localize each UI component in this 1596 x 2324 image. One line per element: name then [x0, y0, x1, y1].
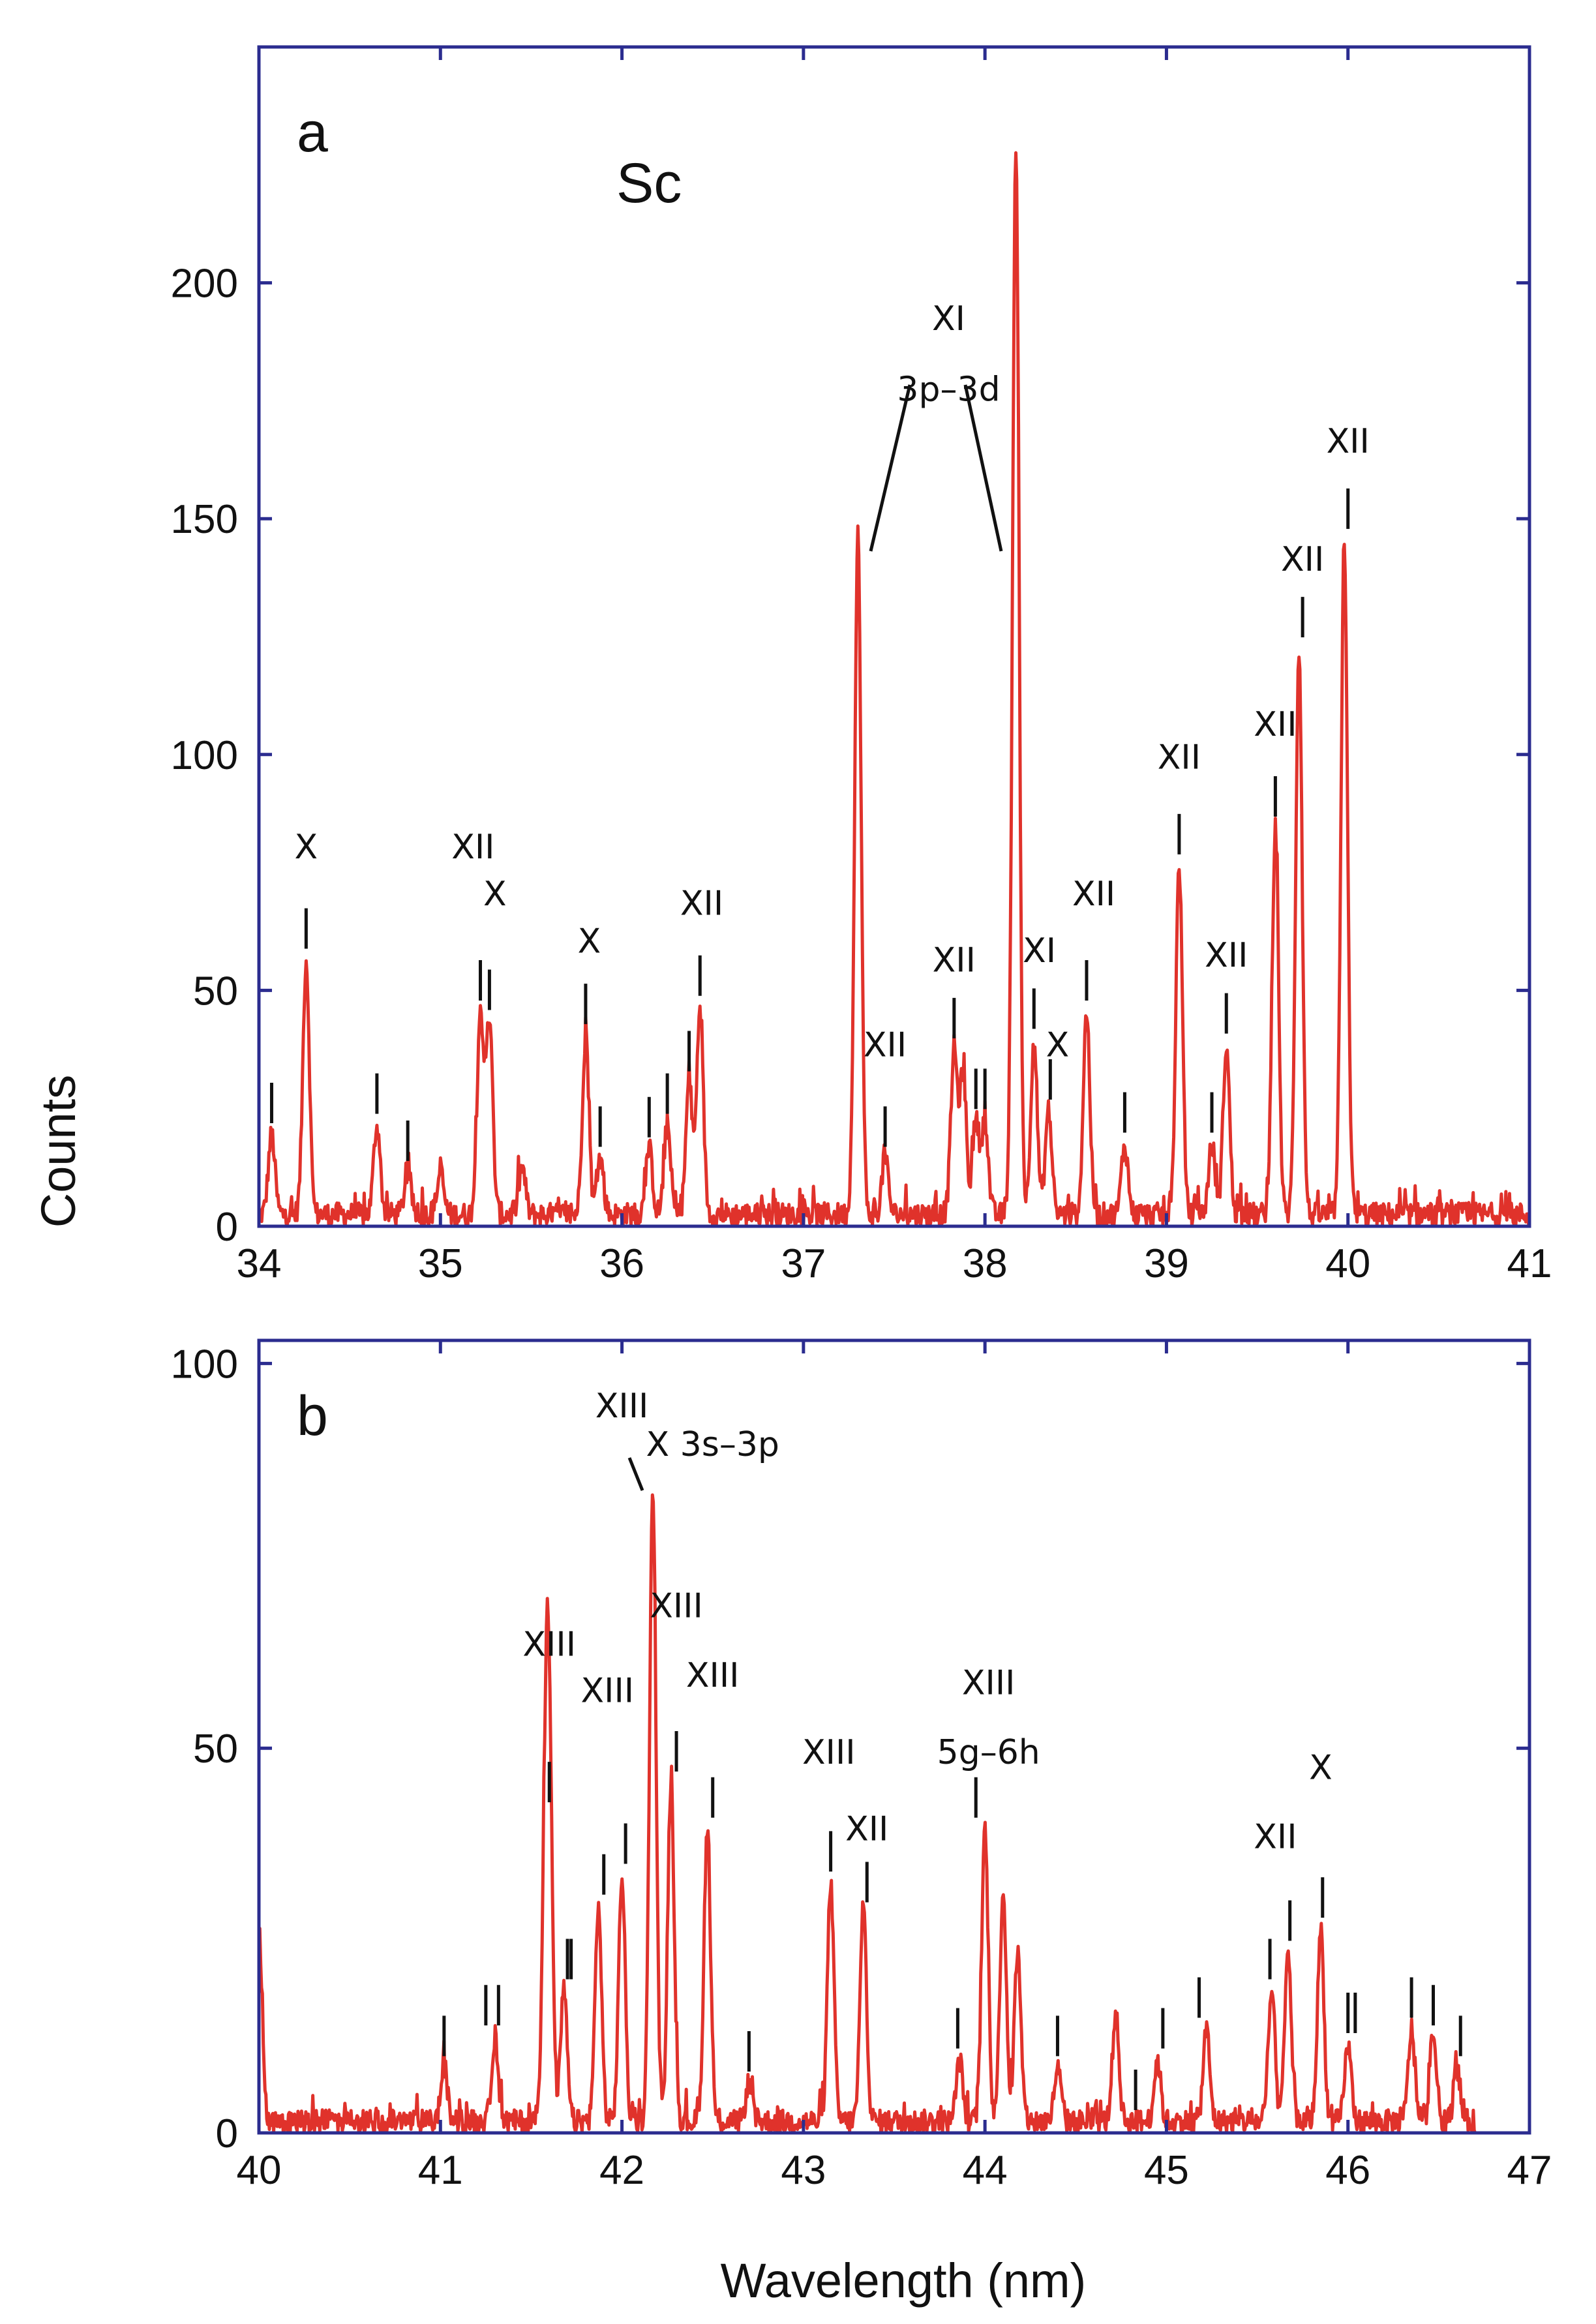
panel-a-letter: a — [297, 101, 328, 164]
annotation-a-14: XII — [1254, 705, 1297, 744]
x-tick-label-a-2: 36 — [599, 1241, 644, 1286]
annotation-a-1: XII — [451, 828, 494, 867]
x-tick-label-b-3: 43 — [781, 2148, 826, 2193]
x-tick-label-b-5: 45 — [1144, 2148, 1189, 2193]
y-tick-label-a-4: 200 — [171, 262, 238, 307]
annotation-b-3: XIII — [580, 1671, 634, 1710]
annotation-b-9: 5g–6h — [937, 1733, 1040, 1772]
annotation-b-6: XIII — [802, 1733, 856, 1772]
spectrum-line-b — [257, 1493, 1477, 2135]
xi-leader-right — [963, 384, 1003, 552]
x-tick-label-b-1: 41 — [418, 2148, 463, 2193]
x-tick-label-a-5: 39 — [1144, 1241, 1189, 1286]
annotation-a-6: 3p–3d — [897, 370, 1000, 409]
annotation-a-3: X — [578, 922, 601, 961]
annotation-a-7: XII — [864, 1026, 907, 1065]
panel-a-series — [258, 151, 1531, 1228]
panel-a-axes: 34 35 36 37 38 39 40 41 0 50 100 150 200 — [171, 45, 1552, 1286]
x-tick-label-b-2: 42 — [599, 2148, 644, 2193]
annotation-a-13: XII — [1205, 936, 1248, 975]
panel-b-series — [257, 1493, 1477, 2135]
annotation-b-1: X 3s–3p — [646, 1425, 779, 1464]
xi-leader-left — [869, 384, 912, 552]
x-tick-label-a-6: 40 — [1325, 1241, 1370, 1286]
spectrum-line-a — [258, 151, 1531, 1228]
y-tick-label-b-2: 100 — [171, 1342, 238, 1387]
x-axis-title: Wavelength (nm) — [721, 2254, 1087, 2308]
x-tick-label-b-0: 40 — [237, 2148, 282, 2193]
x-tick-label-b-4: 44 — [963, 2148, 1008, 2193]
element-label-sc: Sc — [616, 152, 682, 215]
annotation-b-5: XIII — [686, 1656, 740, 1695]
y-tick-label-a-0: 0 — [216, 1205, 238, 1250]
annotation-a-12: XII — [1158, 738, 1201, 777]
panel-b-letter: b — [297, 1385, 328, 1447]
y-tick-label-a-3: 150 — [171, 497, 238, 542]
y-tick-label-a-2: 100 — [171, 733, 238, 778]
annotation-a-9: XI — [1023, 931, 1056, 971]
y-tick-label-b-1: 50 — [193, 1727, 238, 1772]
annotation-a-10: X — [1046, 1026, 1070, 1065]
xiii-leader — [627, 1457, 644, 1491]
annotation-b-7: XII — [845, 1810, 888, 1849]
annotation-b-8: XIII — [962, 1664, 1016, 1703]
panel-a-line-markers — [269, 488, 1350, 1161]
plot-frame-b — [257, 1338, 1531, 2135]
annotation-a-4: XII — [680, 884, 723, 924]
annotation-b-2: XIII — [522, 1625, 576, 1665]
annotation-a-2: X — [483, 875, 507, 914]
y-tick-label-a-1: 50 — [193, 969, 238, 1014]
x-tick-label-a-0: 34 — [237, 1241, 282, 1286]
annotation-a-5: XI — [932, 299, 965, 339]
plot-frame-a — [257, 45, 1531, 1228]
annotation-a-15: XII — [1281, 540, 1324, 579]
annotation-a-16: XII — [1327, 422, 1370, 461]
x-tick-label-a-1: 35 — [418, 1241, 463, 1286]
panel-a-annotations: X XII X X XII XI 3p–3d XII XII XI X XII XII XII XII XII… — [295, 299, 1370, 1065]
annotation-b-0: XIII — [595, 1387, 649, 1426]
panel-b-axes: 40 41 42 43 44 45 46 47 0 50 100 — [171, 1338, 1552, 2193]
annotation-a-0: X — [295, 828, 318, 867]
panel-b-line-markers — [442, 1730, 1462, 2110]
x-tick-label-a-7: 41 — [1507, 1241, 1552, 1286]
x-tick-label-b-6: 46 — [1325, 2148, 1370, 2193]
x-tick-label-a-4: 38 — [963, 1241, 1008, 1286]
annotation-b-4: XIII — [650, 1587, 703, 1626]
annotation-b-10: XII — [1254, 1818, 1297, 1857]
x-tick-label-b-7: 47 — [1507, 2148, 1552, 2193]
y-axis-title: Counts — [31, 1075, 85, 1228]
y-tick-label-b-0: 0 — [216, 2111, 238, 2156]
x-tick-label-a-3: 37 — [781, 1241, 826, 1286]
annotation-a-8: XII — [933, 941, 976, 980]
annotation-b-11: X — [1309, 1748, 1333, 1787]
annotation-a-11: XII — [1072, 875, 1115, 914]
